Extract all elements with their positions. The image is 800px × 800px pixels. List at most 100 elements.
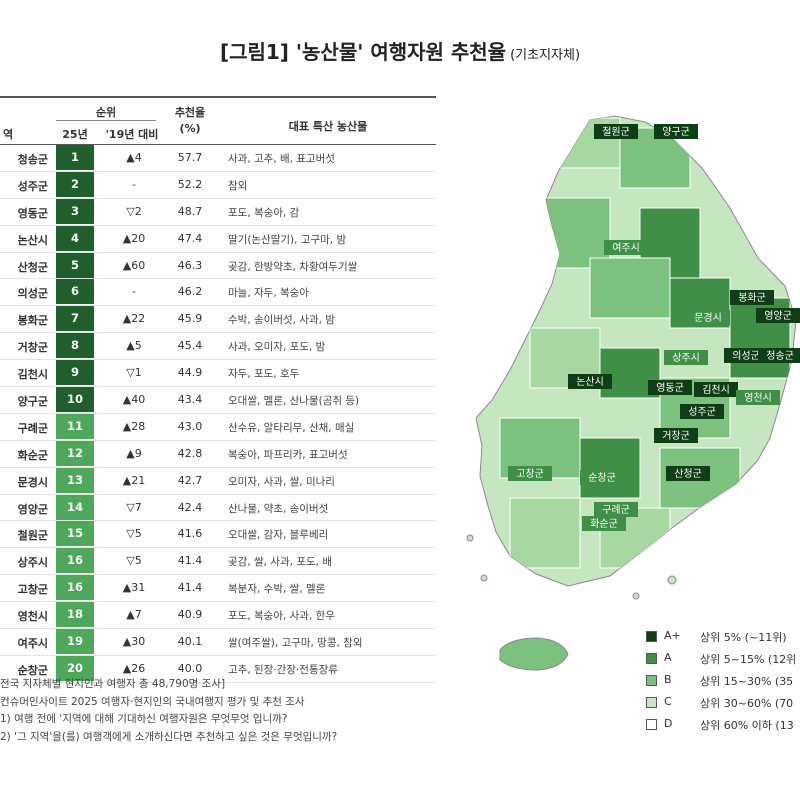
region-name: 김천시: [17, 368, 48, 382]
legend-desc: 상위 5~15% (12위: [700, 653, 797, 666]
region-cell: [509, 497, 581, 569]
note-line: 컨슈머인사이트 2025 여행자·현지인의 국내여행지 평가 및 추천 조사: [0, 695, 305, 708]
rank-badge: 12: [56, 440, 94, 466]
region-name: 영동군: [17, 206, 48, 220]
map-region-cell: [680, 404, 724, 419]
map-region-label: 의성군: [732, 350, 760, 362]
map-region-label: 영동군: [656, 382, 684, 394]
rank-badge: 11: [56, 413, 94, 439]
map-region-label: 논산시: [576, 376, 604, 388]
map-region-label: 고창군: [516, 468, 544, 480]
header-rate: 추천율: [174, 106, 206, 119]
table-row: 여주시 19 ▲30 40.1 쌀(여주쌀), 고구마, 땅콩, 참외: [0, 629, 436, 656]
rank-badge: 2: [56, 171, 94, 197]
map-region-cell: [594, 502, 638, 517]
header-rate-unit: (%): [179, 122, 201, 135]
map-region-label: 성주군: [688, 406, 716, 418]
note-line: 2) '그 지역'을(를) 여행객에게 소개하신다면 추천하고 싶은 것은 무엇…: [0, 730, 338, 743]
specialty-products: 곶감, 한방약초, 차황여두기쌀: [228, 260, 358, 273]
rank-badge: 15: [56, 521, 94, 547]
map-region-label: 영양군: [764, 310, 792, 322]
rank-change: ▲5: [126, 339, 142, 353]
region-name: 순창군: [17, 663, 48, 677]
rank-change: ▽5: [126, 554, 142, 568]
legend-grade: D: [664, 717, 673, 730]
island: [466, 534, 474, 542]
region-cell: [589, 257, 671, 319]
region-name: 의성군: [17, 287, 48, 301]
specialty-products: 복숭아, 파프리카, 표고버섯: [228, 448, 348, 461]
rank-badge: 10: [56, 387, 94, 413]
rank-change: ▲22: [122, 312, 146, 326]
region-name: 고창군: [17, 583, 48, 597]
table-row: 화순군 12 ▲9 42.8 복숭아, 파프리카, 표고버섯: [0, 440, 436, 468]
recommend-rate: 42.7: [177, 473, 203, 487]
specialty-products: 곶감, 쌀, 사과, 포도, 배: [228, 556, 332, 569]
legend-desc: 상위 5% (~11위): [700, 631, 787, 644]
legend-grade: A: [664, 651, 672, 664]
table-row: 양구군 10 ▲40 43.4 오대쌀, 멜론, 산나물(곰취 등): [0, 387, 436, 414]
recommend-rate: 48.7: [177, 204, 203, 218]
map-region-cell: [604, 240, 648, 255]
region-name: 성주군: [17, 179, 48, 193]
map-region-cell: [758, 348, 800, 363]
rank-change: ▽2: [126, 204, 142, 218]
legend-item: C 상위 30~60% (70: [642, 694, 800, 716]
rank-change: ▲9: [126, 446, 142, 460]
rank-change: ▲60: [122, 258, 146, 272]
header-products: 대표 특산 농산물: [288, 120, 368, 133]
table-row: 철원군 15 ▽5 41.6 오대쌀, 감자, 블루베리: [0, 521, 436, 549]
title-sub: (기초지자체): [510, 48, 581, 63]
rank-change: ▲21: [122, 473, 146, 487]
map-region-label: 순창군: [588, 472, 616, 484]
specialty-products: 쌀(여주쌀), 고구마, 땅콩, 참외: [228, 637, 363, 650]
map-region-label: 영천시: [744, 392, 772, 404]
recommend-rate: 43.4: [177, 393, 203, 407]
rank-change: ▲31: [122, 581, 146, 595]
rank-change: ▽7: [126, 500, 142, 514]
table-header: 역 순위 25년 '19년 대비 추천율 (%) 대표 특산 농산물: [0, 96, 436, 145]
rank-change: -: [132, 285, 136, 299]
table-row: 상주시 16 ▽5 41.4 곶감, 쌀, 사과, 포도, 배: [0, 548, 436, 576]
map-region-label: 화순군: [590, 518, 618, 530]
specialty-products: 산수유, 알타리무, 산채, 매실: [228, 421, 355, 434]
specialty-products: 사과, 오미자, 포도, 밤: [228, 341, 326, 354]
recommend-rate: 45.4: [177, 339, 203, 353]
map-region-cell: [648, 380, 692, 395]
recommend-rate: 46.3: [177, 258, 203, 272]
map-region-cell: [694, 382, 738, 397]
rank-badge: 18: [56, 602, 94, 628]
specialty-products: 자두, 포도, 호두: [228, 368, 300, 381]
region-name: 문경시: [17, 475, 48, 489]
rank-badge: 19: [56, 629, 94, 655]
legend-swatch: [646, 719, 657, 730]
recommend-rate: 43.0: [177, 419, 203, 433]
map-region-cell: [594, 124, 638, 139]
legend-swatch: [646, 631, 657, 642]
specialty-products: 딸기(논산딸기), 고구마, 밤: [228, 233, 347, 246]
legend-item: B 상위 15~30% (35: [642, 672, 800, 694]
map-region-label: 여주시: [612, 242, 640, 254]
map-region-cell: [654, 124, 698, 139]
rank-badge: 8: [56, 333, 94, 359]
specialty-products: 오대쌀, 감자, 블루베리: [228, 529, 329, 542]
region-name: 여주시: [17, 637, 48, 651]
map-region-label: 거창군: [662, 430, 690, 442]
table-row: 김천시 9 ▽1 44.9 자두, 포도, 호두: [0, 360, 436, 388]
table-row: 순창군 20 ▲26 40.0 고추, 된장·간장·전통장류: [0, 655, 436, 683]
map-region-label: 청송군: [766, 350, 794, 362]
map-region-label: 김천시: [702, 384, 730, 396]
rank-badge: 1: [56, 145, 94, 170]
specialty-products: 복분자, 수박, 쌀, 멜론: [228, 583, 326, 596]
legend-swatch: [646, 675, 657, 686]
specialty-products: 산나물, 약초, 송이버섯: [228, 502, 329, 515]
region-name: 화순군: [17, 448, 48, 462]
rank-badge: 7: [56, 306, 94, 332]
map-region-cell: [568, 374, 612, 389]
map-region-cell: [756, 308, 800, 323]
map-region-label: 상주시: [672, 352, 700, 364]
specialty-products: 포도, 복숭아, 사과, 한우: [228, 610, 335, 623]
table-row: 논산시 4 ▲20 47.4 딸기(논산딸기), 고구마, 밤: [0, 225, 436, 253]
